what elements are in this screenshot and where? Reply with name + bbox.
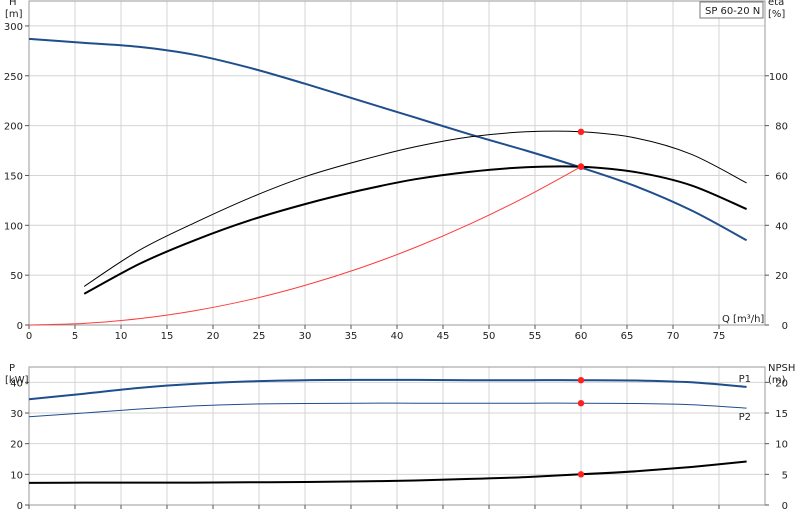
- series-line-npsh: [28, 460, 747, 484]
- y-left-tick-label: 0: [17, 321, 23, 332]
- y-right-tick-label: 60: [775, 171, 788, 182]
- series-line-p2: [28, 402, 747, 418]
- x-tick-label: 25: [253, 331, 266, 342]
- x-tick-label: 10: [115, 331, 128, 342]
- x-tick-label: 35: [345, 331, 358, 342]
- duty-point-marker: [577, 471, 585, 478]
- series-line-p1: [28, 378, 747, 401]
- y-right-axis-label: eta: [768, 0, 784, 8]
- series-line-system-curve: [28, 166, 582, 326]
- y-right-tick-label: 0: [782, 321, 788, 332]
- series-label-p2: P2: [739, 412, 751, 423]
- x-tick-label: 30: [299, 331, 312, 342]
- y-left-tick-label: 250: [4, 72, 23, 83]
- y-left-tick-label: 20: [10, 440, 23, 451]
- x-tick-label: 65: [621, 331, 634, 342]
- duty-point-marker: [577, 399, 585, 407]
- x-tick-label: 40: [391, 331, 404, 342]
- x-tick-label: 50: [483, 331, 496, 342]
- series-line-efficiency: [83, 130, 747, 287]
- y-left-tick-label: 10: [10, 470, 23, 481]
- x-tick-label: 0: [26, 331, 32, 342]
- y-right-tick-label: 0: [782, 501, 788, 512]
- model-label-frame: [699, 1, 764, 19]
- x-tick-label: 20: [207, 331, 220, 342]
- x-tick-label: 60: [575, 331, 588, 342]
- x-tick-label: 75: [713, 331, 726, 342]
- y-right-tick-label: 40: [775, 221, 788, 232]
- x-tick-label: 45: [437, 331, 450, 342]
- y-left-axis-unit: [kW]: [5, 375, 29, 386]
- y-right-tick-label: 100: [769, 72, 788, 83]
- series-line-head: [28, 37, 748, 242]
- y-left-tick-label: 300: [4, 22, 23, 33]
- y-left-tick-label: 150: [4, 171, 23, 182]
- series-line-efficiency-total: [83, 165, 747, 295]
- y-right-axis-label: NPSH: [768, 363, 795, 374]
- power-npsh-panel: 0 10 20 30 40 0 5 10 15 20 P[kW] NPSH(m) P1 P2: [5, 363, 795, 512]
- y-right-tick-label: 80: [775, 122, 788, 133]
- duty-point-marker: [577, 163, 585, 170]
- series-label-p1: P1: [739, 374, 751, 385]
- y-left-tick-label: 100: [4, 221, 23, 232]
- x-tick-label: 15: [161, 331, 174, 342]
- model-label: SP 60-20 N: [705, 6, 760, 17]
- y-left-axis-label: H: [9, 0, 17, 8]
- y-left-tick-label: 40: [10, 378, 23, 389]
- y-left-axis-unit: [m]: [5, 9, 23, 20]
- y-left-tick-label: 0: [17, 501, 23, 512]
- x-tick-label: 70: [667, 331, 680, 342]
- y-right-tick-label: 20: [775, 378, 788, 389]
- y-right-tick-label: 20: [775, 271, 788, 282]
- y-left-tick-label: 200: [4, 122, 23, 133]
- y-left-tick-label: 50: [10, 271, 23, 282]
- y-right-axis-unit: [%]: [768, 9, 785, 20]
- x-tick-label: 55: [529, 331, 542, 342]
- x-axis-label: Q [m³/h]: [722, 314, 764, 325]
- duty-point-marker: [577, 128, 585, 136]
- y-right-tick-label: 5: [782, 470, 788, 481]
- y-right-tick-label: 10: [775, 440, 788, 451]
- y-left-tick-label: 30: [10, 409, 23, 420]
- x-tick-label: 5: [72, 331, 78, 342]
- y-right-tick-label: 15: [775, 409, 788, 420]
- y-right-axis-unit: (m): [768, 375, 786, 386]
- duty-point-marker: [577, 376, 585, 384]
- model-label-box: SP 60-20 N: [699, 1, 764, 19]
- y-left-axis-label: P: [9, 363, 15, 374]
- head-efficiency-panel: 0 5 10 15 20 25 30 35 40 45 50 55 60 65 70 75 0 50 100 150 2…: [4, 0, 788, 342]
